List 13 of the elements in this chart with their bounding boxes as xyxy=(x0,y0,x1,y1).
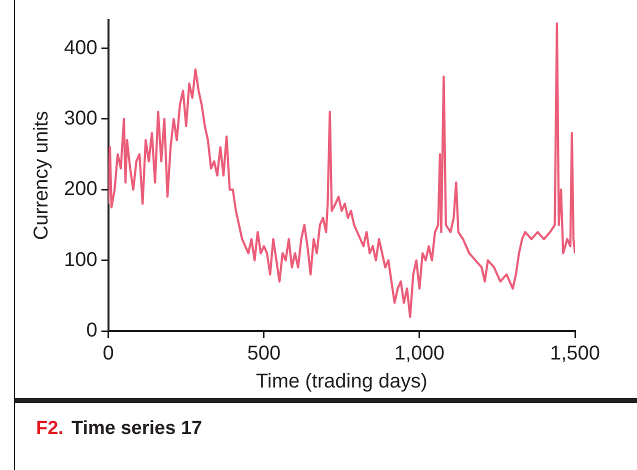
x-tick-label: 1,000 xyxy=(394,342,444,365)
y-tick-label: 200 xyxy=(64,178,98,200)
y-tick-label: 100 xyxy=(64,248,98,271)
y-tick-label: 300 xyxy=(64,107,98,130)
text: F2. xyxy=(36,418,64,439)
x-axis-title: Time (trading days) xyxy=(256,370,428,393)
text: Time series 17 xyxy=(71,418,202,439)
y-tick-label: 0 xyxy=(86,320,98,342)
x-tick-label: 0 xyxy=(102,342,114,365)
y-axis-title: Currency units xyxy=(30,111,53,240)
x-tick-label: 1,500 xyxy=(550,342,600,365)
x-tick-label: 500 xyxy=(247,342,281,365)
y-tick-label: 400 xyxy=(64,36,98,59)
